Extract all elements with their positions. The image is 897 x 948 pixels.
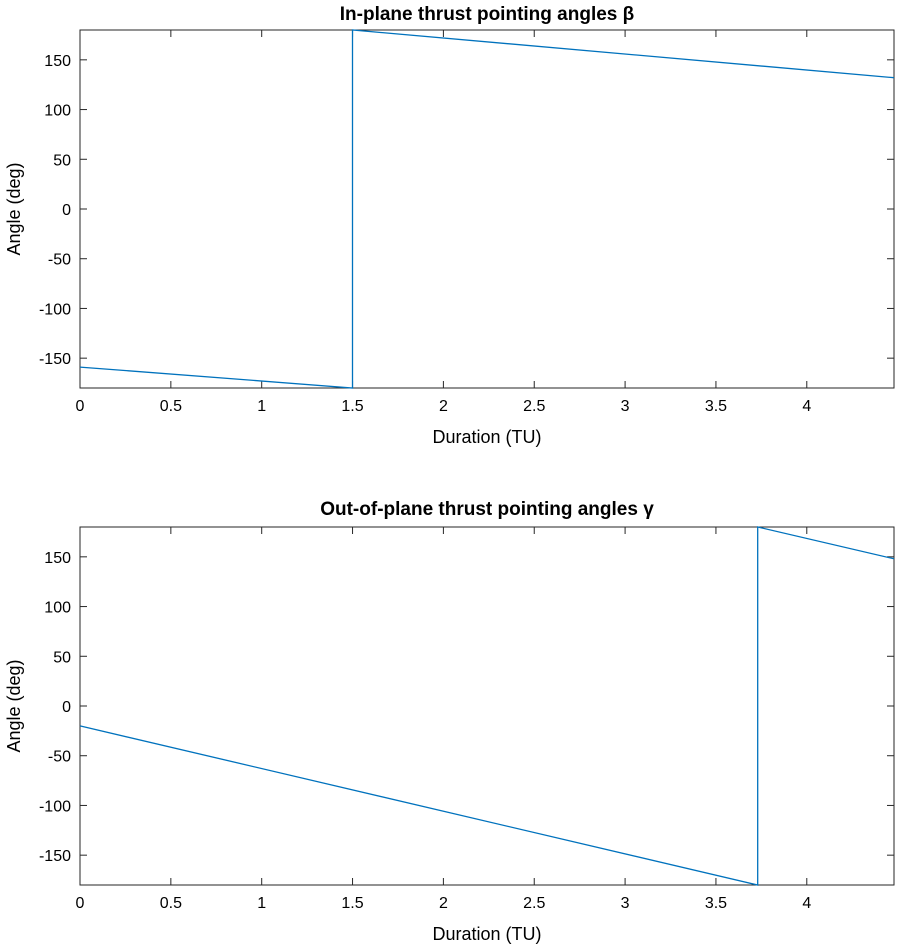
chart-in-plane: In-plane thrust pointing angles β Durati…: [4, 4, 895, 447]
x-tick-label: 0.5: [160, 398, 182, 415]
y-tick-label: -100: [39, 798, 71, 815]
x-tick-labels: 0 0.5 1 1.5 2 2.5 3 3.5 4: [76, 398, 812, 415]
x-tick-label: 3: [621, 895, 630, 912]
x-tick-label: 3.5: [705, 895, 727, 912]
chart-title: In-plane thrust pointing angles β: [340, 4, 634, 25]
axis-ticks: [79, 527, 894, 885]
y-tick-label: 0: [62, 202, 71, 219]
x-tick-label: 2.5: [523, 398, 545, 415]
series-lines: [79, 29, 895, 389]
x-tick-label: 2.5: [523, 895, 545, 912]
series-line: [79, 29, 895, 389]
x-tick-label: 4: [802, 895, 811, 912]
y-tick-labels: -150 -100 -50 0 50 100 150: [39, 550, 71, 865]
series-lines: [79, 526, 895, 886]
x-tick-label: 3.5: [705, 398, 727, 415]
x-tick-label: 2: [439, 895, 448, 912]
y-tick-labels: -150 -100 -50 0 50 100 150: [39, 53, 71, 368]
y-tick-label: 0: [62, 699, 71, 716]
y-tick-label: 150: [44, 550, 71, 567]
y-tick-label: -50: [48, 252, 71, 269]
x-tick-label: 2: [439, 398, 448, 415]
x-tick-label: 0: [76, 398, 85, 415]
x-tick-label: 1: [257, 398, 266, 415]
y-tick-label: 150: [44, 53, 71, 70]
y-tick-label: -100: [39, 301, 71, 318]
axis-ticks: [79, 30, 894, 388]
y-axis-label: Angle (deg): [4, 162, 24, 255]
x-tick-label: 3: [621, 398, 630, 415]
x-axis-label: Duration (TU): [432, 427, 541, 447]
y-tick-label: 50: [53, 649, 71, 666]
x-tick-label: 1.5: [341, 398, 363, 415]
series-line: [79, 526, 895, 886]
plot-frame: [79, 29, 895, 389]
x-axis-label: Duration (TU): [432, 924, 541, 944]
y-tick-label: -150: [39, 848, 71, 865]
y-tick-label: 100: [44, 600, 71, 617]
y-tick-label: -50: [48, 749, 71, 766]
y-tick-label: 100: [44, 103, 71, 120]
x-tick-labels: 0 0.5 1 1.5 2 2.5 3 3.5 4: [76, 895, 812, 912]
plot-frame: [79, 526, 895, 886]
x-tick-label: 0: [76, 895, 85, 912]
y-tick-label: -150: [39, 351, 71, 368]
x-tick-label: 4: [802, 398, 811, 415]
x-tick-label: 0.5: [160, 895, 182, 912]
y-tick-label: 50: [53, 152, 71, 169]
chart-title: Out-of-plane thrust pointing angles γ: [320, 499, 654, 520]
x-tick-label: 1.5: [341, 895, 363, 912]
y-axis-label: Angle (deg): [4, 659, 24, 752]
x-tick-label: 1: [257, 895, 266, 912]
chart-out-of-plane: Out-of-plane thrust pointing angles γ Du…: [4, 499, 895, 944]
